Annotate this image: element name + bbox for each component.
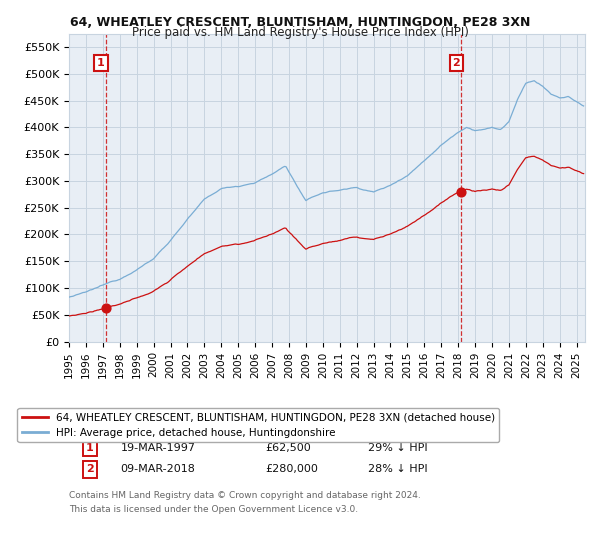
Text: 28% ↓ HPI: 28% ↓ HPI bbox=[368, 464, 428, 474]
Text: This data is licensed under the Open Government Licence v3.0.: This data is licensed under the Open Gov… bbox=[69, 505, 358, 514]
Text: Price paid vs. HM Land Registry's House Price Index (HPI): Price paid vs. HM Land Registry's House … bbox=[131, 26, 469, 39]
Text: 64, WHEATLEY CRESCENT, BLUNTISHAM, HUNTINGDON, PE28 3XN: 64, WHEATLEY CRESCENT, BLUNTISHAM, HUNTI… bbox=[70, 16, 530, 29]
Legend: 64, WHEATLEY CRESCENT, BLUNTISHAM, HUNTINGDON, PE28 3XN (detached house), HPI: A: 64, WHEATLEY CRESCENT, BLUNTISHAM, HUNTI… bbox=[17, 408, 499, 442]
Point bbox=[101, 304, 111, 312]
Text: 09-MAR-2018: 09-MAR-2018 bbox=[121, 464, 196, 474]
Text: 19-MAR-1997: 19-MAR-1997 bbox=[121, 443, 196, 453]
Text: 2: 2 bbox=[86, 464, 94, 474]
Text: Contains HM Land Registry data © Crown copyright and database right 2024.: Contains HM Land Registry data © Crown c… bbox=[69, 491, 421, 500]
Point bbox=[457, 187, 466, 196]
Text: 29% ↓ HPI: 29% ↓ HPI bbox=[368, 443, 428, 453]
Text: £280,000: £280,000 bbox=[265, 464, 318, 474]
Text: 1: 1 bbox=[86, 443, 94, 453]
Text: £62,500: £62,500 bbox=[265, 443, 311, 453]
Text: 1: 1 bbox=[97, 58, 105, 68]
Text: 2: 2 bbox=[452, 58, 460, 68]
